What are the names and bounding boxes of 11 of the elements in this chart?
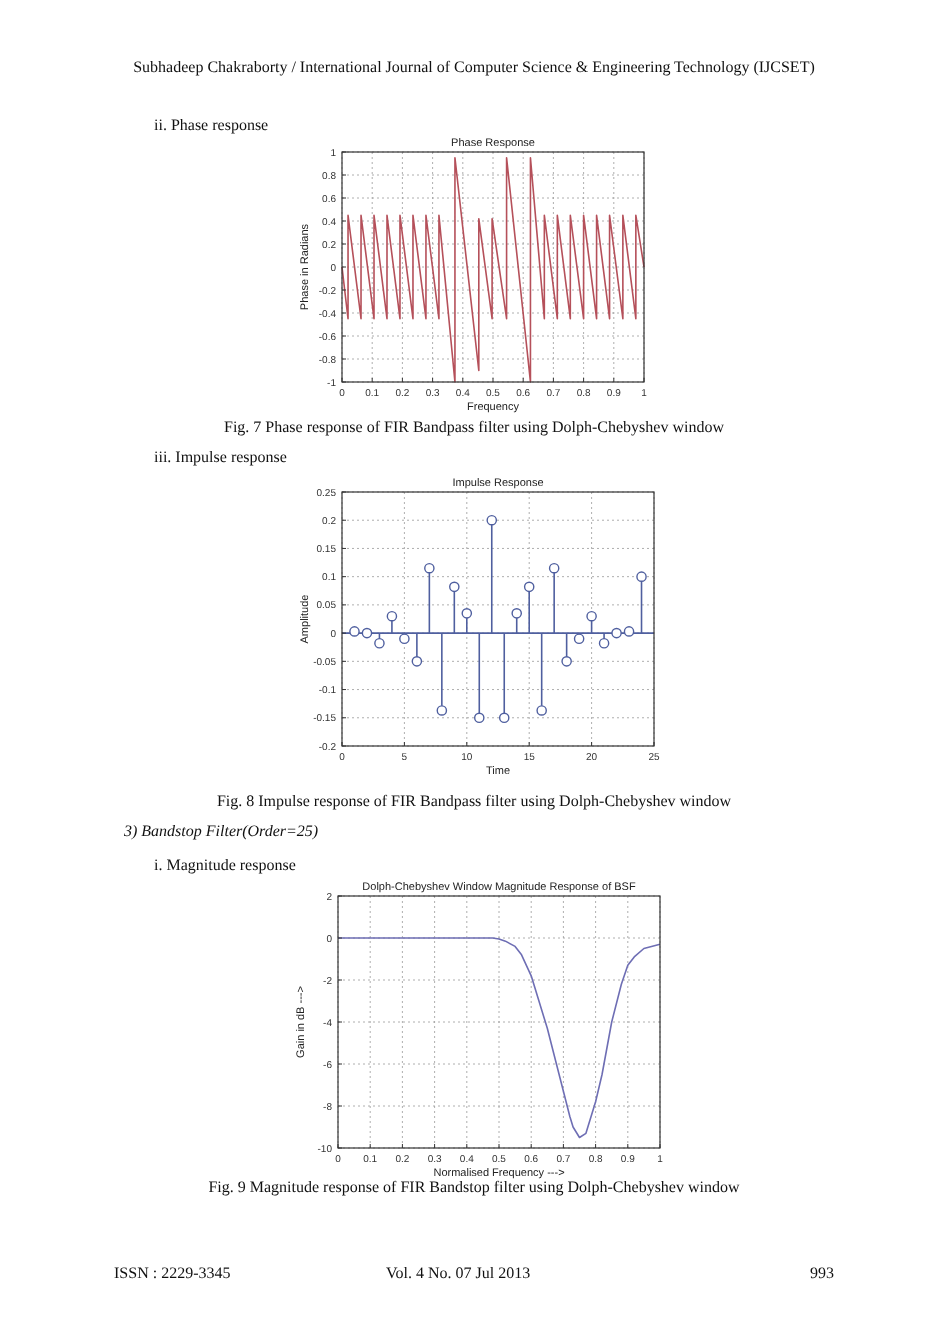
text: 3) Bandstop Filter(Order=25) <box>122 822 319 840</box>
text: Vol. 4 No. 07 Jul 2013 <box>386 1264 531 1282</box>
caption: Fig. 8 Impulse response of FIR Bandpass filter using Dolph-Chebyshev window <box>216 792 732 810</box>
caption: Fig. 7 Phase response of FIR Bandpass filter using Dolph-Chebyshev window <box>224 418 725 436</box>
text: 993 <box>810 1264 834 1282</box>
text: ISSN : 2229-3345 <box>114 1264 231 1282</box>
caption: Fig. 9 Magnitude response of FIR Bandstop filter using Dolph-Chebyshev window <box>208 1178 740 1196</box>
text: Subhadeep Chakraborty / International Journal of Computer Science & Engineering Technology (IJCSET) <box>133 58 816 76</box>
text: i. Magnitude response <box>154 856 297 874</box>
text: ii. Phase response <box>154 116 270 134</box>
text: iii. Impulse response <box>154 448 288 466</box>
